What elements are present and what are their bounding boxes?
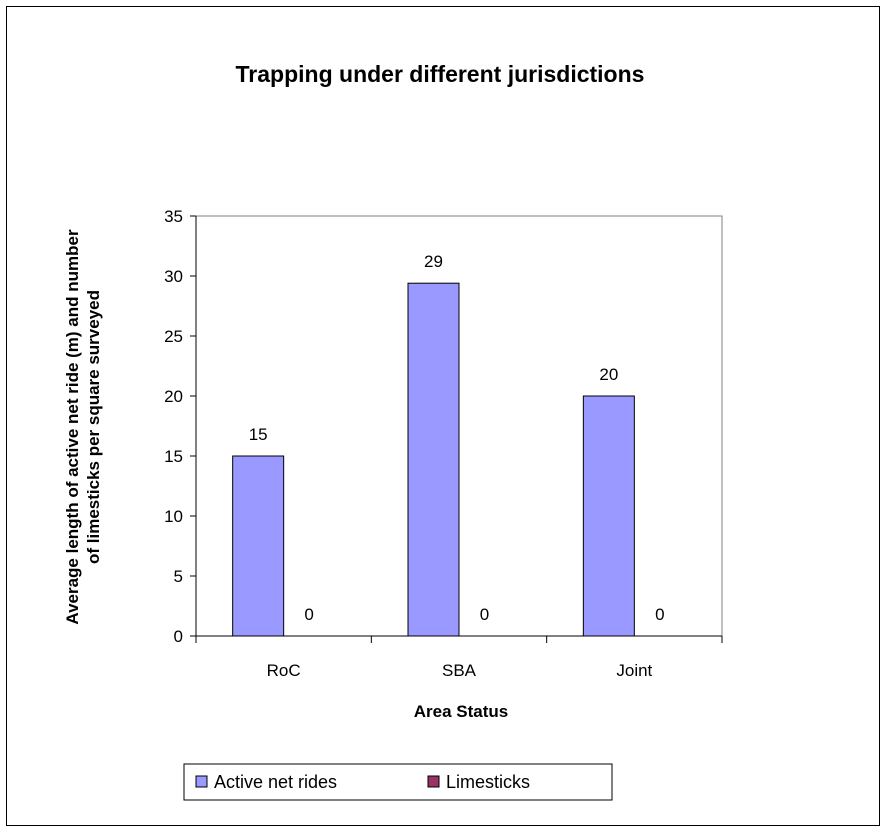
x-axis: RoC SBA Joint: [195, 216, 723, 680]
y-tick-label: 10: [164, 507, 183, 526]
data-label: 15: [249, 425, 268, 444]
y-axis-title-line-2: of limesticks per square surveyed: [84, 290, 103, 564]
y-tick-label: 35: [164, 207, 183, 226]
y-tick-label: 30: [164, 267, 183, 286]
y-axis-title-line-1: Average length of active net ride (m) an…: [63, 229, 82, 625]
y-tick-label: 15: [164, 447, 183, 466]
data-label: 29: [424, 252, 443, 271]
data-label: 0: [655, 605, 664, 624]
x-tick-label: SBA: [442, 661, 477, 680]
legend-label: Limesticks: [446, 772, 530, 792]
y-tick-label: 0: [174, 627, 183, 646]
bar-active-net-rides: [232, 455, 285, 637]
legend: Active net rides Limesticks: [183, 763, 613, 801]
bars: 15 29 20 0 0 0: [232, 252, 665, 637]
legend-swatch: [427, 775, 440, 788]
data-label: 20: [599, 365, 618, 384]
legend-box: [183, 763, 613, 801]
y-axis-title: Average length of active net ride (m) an…: [63, 229, 103, 625]
x-tick-label: Joint: [616, 661, 652, 680]
x-tick-label: RoC: [267, 661, 301, 680]
bar-active-net-rides: [582, 395, 635, 637]
legend-label: Active net rides: [214, 772, 337, 792]
y-tick-label: 25: [164, 327, 183, 346]
bar-active-net-rides: [407, 282, 460, 637]
x-axis-title: Area Status: [414, 702, 508, 721]
legend-swatch: [195, 775, 208, 788]
y-tick-label: 20: [164, 387, 183, 406]
y-tick-label: 5: [174, 567, 183, 586]
chart-title: Trapping under different jurisdictions: [236, 61, 645, 87]
data-label: 0: [304, 605, 313, 624]
y-axis: 0 5 10 15 20 25 30 35: [164, 207, 196, 646]
data-label: 0: [480, 605, 489, 624]
